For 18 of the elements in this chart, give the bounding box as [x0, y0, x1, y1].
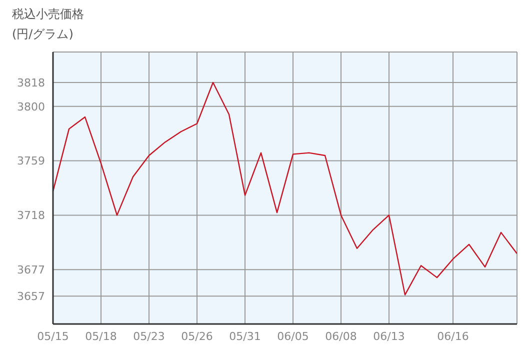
x-tick-label: 06/13 [373, 330, 405, 343]
y-tick-label: 3818 [17, 76, 45, 90]
y-tick-label: 3657 [17, 290, 45, 304]
y-axis-title: (円/グラム) [12, 26, 74, 43]
y-tick-label: 3800 [17, 100, 45, 114]
x-tick-label: 05/31 [229, 330, 261, 343]
y-tick-label: 3718 [17, 209, 45, 222]
x-tick-label: 06/08 [325, 330, 357, 343]
x-tick-label: 06/05 [277, 330, 309, 343]
x-tick-label: 05/15 [37, 330, 69, 343]
x-tick-label: 05/18 [85, 330, 117, 343]
y-tick-label: 3759 [17, 154, 45, 168]
x-tick-label: 05/23 [133, 330, 165, 343]
x-tick-label: 05/26 [181, 330, 213, 343]
y-tick-label: 3677 [17, 264, 45, 277]
line-series [53, 82, 517, 296]
chart-title: 税込小売価格 [12, 6, 84, 23]
x-tick-label: 06/16 [437, 330, 469, 343]
